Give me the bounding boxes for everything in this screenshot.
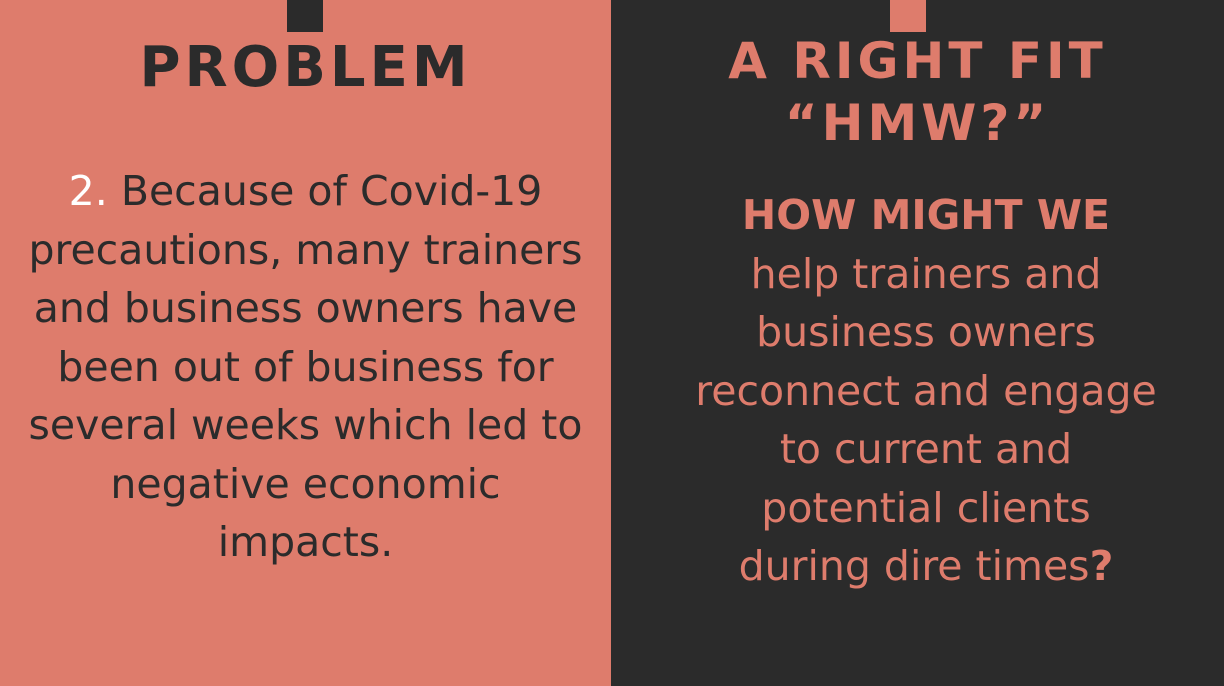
hmw-panel: A RIGHT FIT “HMW?” HOW MIGHT WE help tra… xyxy=(611,0,1224,686)
top-tab-marker xyxy=(287,0,323,32)
problem-title: PROBLEM xyxy=(139,35,472,100)
problem-panel: PROBLEM 2. Because of Covid-19 precautio… xyxy=(0,0,611,686)
hmw-question-mark: ? xyxy=(1089,542,1114,590)
problem-text: Because of Covid-19 precautions, many tr… xyxy=(28,167,583,566)
hmw-title-line2: “HMW?” xyxy=(784,94,1051,152)
hmw-question-head: HOW MIGHT WE xyxy=(741,191,1111,239)
hmw-question: HOW MIGHT WE help trainers and business … xyxy=(691,186,1161,596)
problem-number: 2. xyxy=(68,167,108,215)
problem-statement: 2. Because of Covid-19 precautions, many… xyxy=(20,162,591,572)
hmw-title: A RIGHT FIT “HMW?” xyxy=(611,30,1224,154)
hmw-question-text: help trainers and business owners reconn… xyxy=(695,249,1157,591)
hmw-title-line1: A RIGHT FIT xyxy=(728,32,1107,90)
top-tab-marker xyxy=(890,0,926,32)
